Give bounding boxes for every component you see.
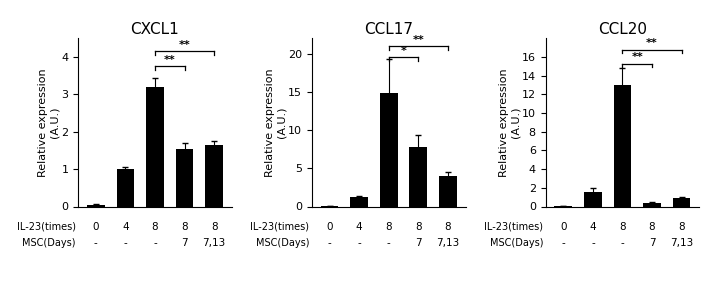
Text: -: - [94,238,98,248]
Text: **: ** [413,35,424,45]
Text: IL-23(times): IL-23(times) [17,222,76,232]
Text: 7,13: 7,13 [670,238,693,248]
Text: **: ** [631,52,643,62]
Text: 8: 8 [211,222,217,232]
Text: 0: 0 [92,222,99,232]
Text: 8: 8 [152,222,158,232]
Text: 7: 7 [181,238,188,248]
Title: CCL20: CCL20 [598,22,647,37]
Text: **: ** [179,40,190,50]
Text: MSC(Days): MSC(Days) [490,238,543,248]
Text: *: * [400,46,406,56]
Y-axis label: Relative expression
(A.U.): Relative expression (A.U.) [498,68,520,177]
Text: 8: 8 [444,222,451,232]
Text: 8: 8 [678,222,685,232]
Bar [87,205,104,206]
Bar [613,85,631,206]
Text: -: - [153,238,157,248]
Bar [350,197,368,206]
Text: -: - [621,238,624,248]
Text: -: - [591,238,595,248]
Bar [584,191,602,206]
Text: 4: 4 [589,222,596,232]
Bar [175,149,193,206]
Text: 4: 4 [122,222,129,232]
Text: MSC(Days): MSC(Days) [22,238,76,248]
Title: CXCL1: CXCL1 [131,22,180,37]
Text: 7,13: 7,13 [436,238,459,248]
Bar [643,203,661,206]
Text: 7: 7 [415,238,422,248]
Text: 8: 8 [649,222,655,232]
Text: -: - [357,238,361,248]
Text: **: ** [164,55,175,65]
Y-axis label: Relative expression
(A.U.): Relative expression (A.U.) [38,68,60,177]
Y-axis label: Relative expression
(A.U.): Relative expression (A.U.) [265,68,287,177]
Text: MSC(Days): MSC(Days) [256,238,310,248]
Text: IL-23(times): IL-23(times) [484,222,543,232]
Text: -: - [124,238,127,248]
Text: 4: 4 [356,222,363,232]
Text: 8: 8 [415,222,422,232]
Text: -: - [562,238,565,248]
Text: 8: 8 [181,222,188,232]
Bar [439,176,457,206]
Text: -: - [387,238,391,248]
Text: 0: 0 [560,222,567,232]
Bar [205,145,223,206]
Text: **: ** [646,38,658,48]
Text: 8: 8 [386,222,392,232]
Text: -: - [328,238,332,248]
Text: IL-23(times): IL-23(times) [251,222,310,232]
Title: CCL17: CCL17 [364,22,413,37]
Text: 8: 8 [619,222,626,232]
Bar [380,94,398,206]
Bar [116,169,134,206]
Bar [410,147,427,206]
Bar [146,87,164,206]
Bar [673,198,691,206]
Text: 7: 7 [649,238,655,248]
Text: 7,13: 7,13 [202,238,226,248]
Text: 0: 0 [327,222,333,232]
